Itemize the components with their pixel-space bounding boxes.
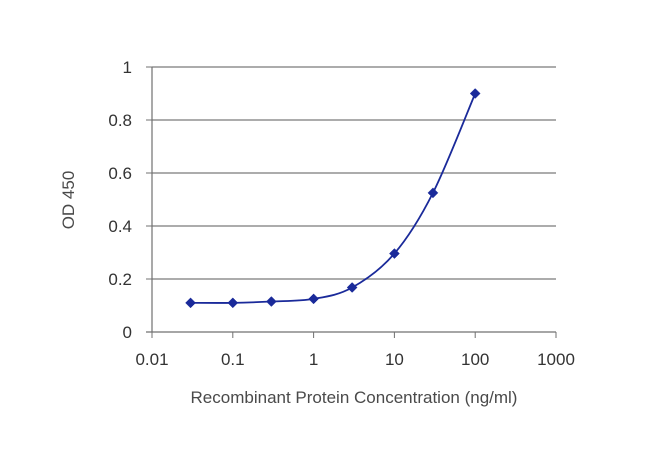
axes bbox=[146, 66, 557, 338]
data-point bbox=[185, 297, 196, 309]
x-tick-label: 10 bbox=[385, 350, 404, 369]
x-tick-label: 1 bbox=[309, 350, 318, 369]
x-tick-label: 1000 bbox=[537, 350, 575, 369]
data-point bbox=[265, 296, 277, 307]
data-point bbox=[308, 293, 319, 305]
y-tick-label: 0.4 bbox=[108, 217, 132, 236]
gridlines bbox=[152, 66, 556, 280]
x-tick-label: 0.01 bbox=[135, 350, 168, 369]
y-tick-label: 0 bbox=[123, 323, 132, 342]
plot-area bbox=[152, 67, 556, 332]
data-point bbox=[427, 187, 439, 199]
x-tick-label: 100 bbox=[461, 350, 489, 369]
data-point bbox=[389, 248, 400, 259]
x-tick-labels: 0.01 0.1 1 10 100 1000 bbox=[135, 350, 574, 369]
series-layer bbox=[185, 88, 481, 309]
y-tick-label: 0.2 bbox=[108, 270, 132, 289]
y-tick-label: 1 bbox=[123, 58, 132, 77]
y-tick-label: 0.6 bbox=[108, 164, 132, 183]
x-axis-title: Recombinant Protein Concentration (ng/ml… bbox=[191, 388, 518, 407]
y-tick-label: 0.8 bbox=[108, 111, 132, 130]
data-point bbox=[227, 297, 239, 309]
data-point bbox=[346, 282, 358, 293]
data-point bbox=[469, 88, 481, 99]
x-tick-label: 0.1 bbox=[221, 350, 245, 369]
y-tick-labels: 0 0.2 0.4 0.6 0.8 1 bbox=[108, 58, 132, 342]
y-axis-title: OD 450 bbox=[59, 171, 78, 230]
